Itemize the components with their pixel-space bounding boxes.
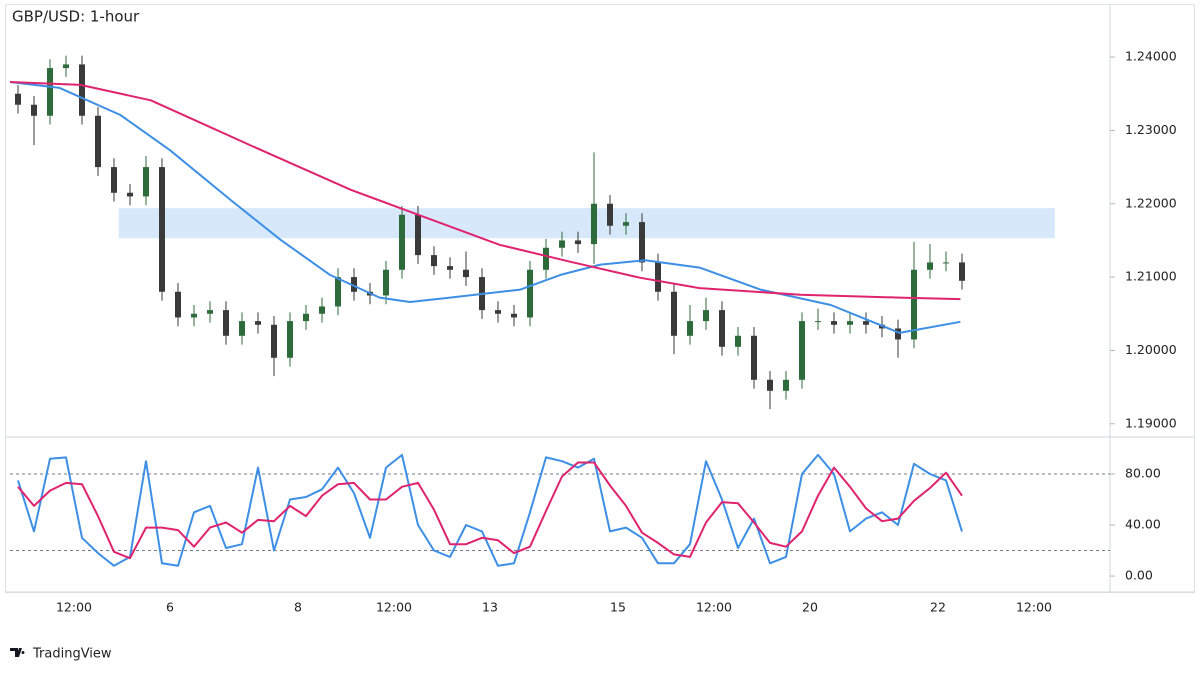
candle-body (335, 277, 341, 307)
candle-body (447, 266, 453, 270)
zone (118, 208, 1055, 239)
chart-title: GBP/USD: 1-hour (12, 8, 140, 26)
candle-body (15, 93, 21, 105)
candle-body (223, 310, 229, 336)
candle-body (47, 68, 53, 116)
candle-body (175, 291, 181, 318)
candle-body (159, 167, 165, 292)
candle-body (287, 321, 293, 358)
y-tick-label: 1.20000 (1125, 342, 1177, 357)
y-tick-label: 80.00 (1125, 465, 1161, 480)
candle-body (831, 321, 837, 325)
candle-body (911, 269, 917, 340)
x-tick-label: 15 (610, 600, 626, 615)
candle-body (559, 240, 565, 248)
y-tick-label: 1.21000 (1125, 269, 1177, 284)
x-tick-label: 13 (482, 600, 498, 615)
candle-body (751, 335, 757, 380)
candle-body (399, 214, 405, 270)
x-tick-label: 20 (802, 600, 818, 615)
y-tick-label: 40.00 (1125, 517, 1161, 532)
candle-body (143, 167, 149, 197)
candle-body (511, 313, 517, 318)
candle-body (863, 321, 869, 325)
candle-body (943, 262, 949, 264)
logo (10, 648, 25, 657)
candle-body (527, 269, 533, 318)
y-tick-label: 1.23000 (1125, 122, 1177, 137)
candle-body (815, 321, 821, 323)
candle-body (575, 240, 581, 245)
candle-body (703, 310, 709, 322)
candle-body (383, 269, 389, 296)
candle-body (959, 262, 965, 281)
candle-body (543, 247, 549, 270)
y-tick-label: 1.24000 (1125, 49, 1177, 64)
x-tick-label: 22 (930, 600, 946, 615)
line-series (9, 81, 961, 301)
x-tick-label: 6 (166, 600, 174, 615)
candle-body (415, 214, 421, 256)
candle-body (591, 203, 597, 245)
candle-body (351, 277, 357, 292)
candle-body (735, 335, 741, 347)
candle-body (623, 222, 629, 226)
x-tick-label: 12:00 (696, 600, 732, 615)
candle-body (799, 321, 805, 380)
candle-body (63, 64, 69, 69)
candle-body (639, 222, 645, 263)
candle-body (271, 324, 277, 358)
candle-body (95, 115, 101, 168)
line-series (9, 81, 961, 334)
candle-body (687, 321, 693, 336)
candle-body (31, 104, 37, 116)
candle-body (239, 321, 245, 336)
candle-body (719, 310, 725, 347)
candle-body (127, 192, 133, 197)
x-tick-label: 12:00 (1016, 600, 1052, 615)
candle-body (847, 321, 853, 325)
candle-body (767, 379, 773, 391)
x-tick-label: 12:00 (56, 600, 92, 615)
candle-body (207, 310, 213, 314)
candle-body (191, 313, 197, 318)
candle-body (79, 64, 85, 116)
logo-mark (10, 648, 25, 657)
candle-body (895, 328, 901, 340)
candle-body (927, 262, 933, 270)
y-tick-label: 0.00 (1125, 568, 1153, 583)
candle-body (671, 291, 677, 336)
x-tick-label: 8 (294, 600, 302, 615)
candle-body (495, 310, 501, 314)
candle-body (431, 255, 437, 267)
y-tick-label: 1.19000 (1125, 415, 1177, 430)
oscillator-line (17, 461, 963, 560)
brand: TradingView (32, 647, 112, 662)
x-tick-label: 12:00 (376, 600, 412, 615)
plot-layer: 1.19000 1.20000 1.21000 1.22000 1.23000 1.240… (9, 49, 1177, 615)
candle-body (255, 321, 261, 325)
candle-body (111, 167, 117, 193)
candle-body (303, 313, 309, 322)
candle-body (783, 379, 789, 391)
y-tick-label: 1.22000 (1125, 195, 1177, 210)
oscillator-line (17, 453, 963, 567)
candle-body (463, 269, 469, 278)
candle-body (319, 306, 325, 314)
candle-body (607, 203, 613, 226)
candle-body (655, 262, 661, 292)
